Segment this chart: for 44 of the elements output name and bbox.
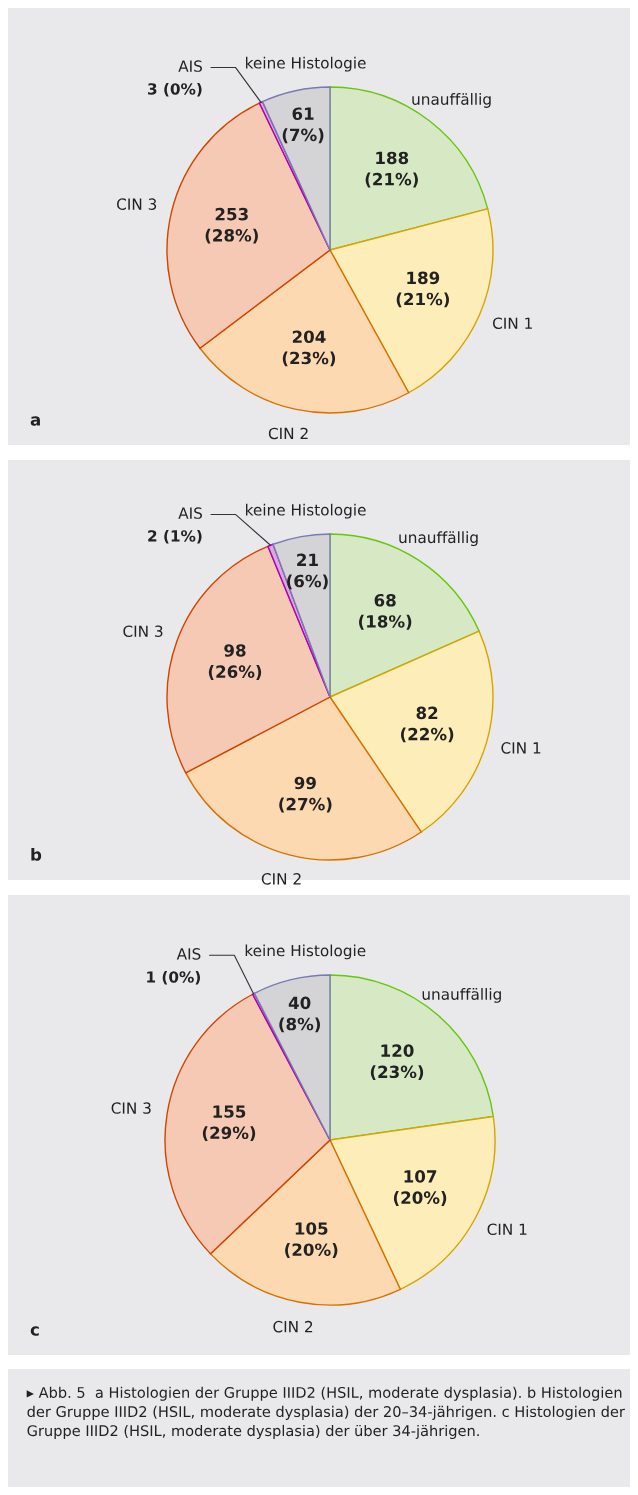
slice-label: CIN 3 (123, 625, 163, 637)
slice-label: AIS (178, 60, 203, 72)
slice-label: CIN 1 (487, 1223, 527, 1236)
slice-label: CIN 2 (261, 873, 301, 885)
slice-label: CIN 3 (111, 1102, 151, 1114)
slice-label: AIS (178, 507, 203, 519)
data-label: 188 (21%) (365, 151, 418, 188)
slice-label: CIN 3 (117, 198, 157, 210)
pie-slice (166, 102, 331, 349)
data-label: 120 (23%) (370, 1044, 424, 1081)
data-label: 105 (20%) (285, 1222, 338, 1258)
text: ▸ Abb. 5 a Histologien der Gruppe IIID2 (HSIL, moderate dysplasia). b Histologien der Gruppe IIID2 (HSIL, moderate dysplasia) der 20–34-jährigen. c Histologien der Gruppe IIID2 (HSIL, moderate dysplasia) der über 34-jährigen. (26, 1386, 625, 1440)
slice-label: CIN 1 (492, 317, 532, 330)
slice-label: unauffällig (412, 93, 491, 108)
data-label: 204 (23%) (282, 330, 336, 367)
text: c (30, 1326, 39, 1336)
slice-label: AIS (176, 948, 201, 960)
data-label: 253 (28%) (205, 207, 258, 244)
data-label: 98 (26%) (208, 644, 262, 680)
data-label: 82 (22%) (400, 706, 454, 743)
slice-label: unauffällig (422, 988, 501, 1003)
slice-label: keine Histologie (246, 56, 366, 72)
data-label: 21 (6%) (287, 553, 328, 590)
data-label: 189 (21%) (396, 271, 449, 308)
data-label: 61 (7%) (282, 107, 324, 144)
slice-label: keine Histologie (246, 503, 366, 519)
data-label: 99 (27%) (279, 776, 332, 813)
slice-label: unauffällig (399, 531, 478, 547)
data-label: 40 (8%) (279, 996, 320, 1033)
data-label: 68 (18%) (359, 593, 412, 630)
data-label: 1 (0%) (147, 970, 200, 985)
data-label: 2 (1%) (148, 529, 202, 544)
slice-label: CIN 1 (501, 742, 541, 754)
pie-slice (329, 533, 480, 698)
text: b (31, 847, 42, 861)
text: a (30, 416, 40, 426)
slice-label: CIN 2 (268, 427, 308, 440)
slice-label: CIN 2 (273, 1320, 313, 1333)
data-label: 155 (29%) (202, 1105, 256, 1142)
pie-slice (166, 545, 331, 774)
slice-label: keine Histologie (245, 944, 366, 960)
data-label: 107 (20%) (393, 1170, 447, 1206)
data-label: 3 (0%) (148, 82, 202, 97)
pie-slice (329, 86, 489, 251)
